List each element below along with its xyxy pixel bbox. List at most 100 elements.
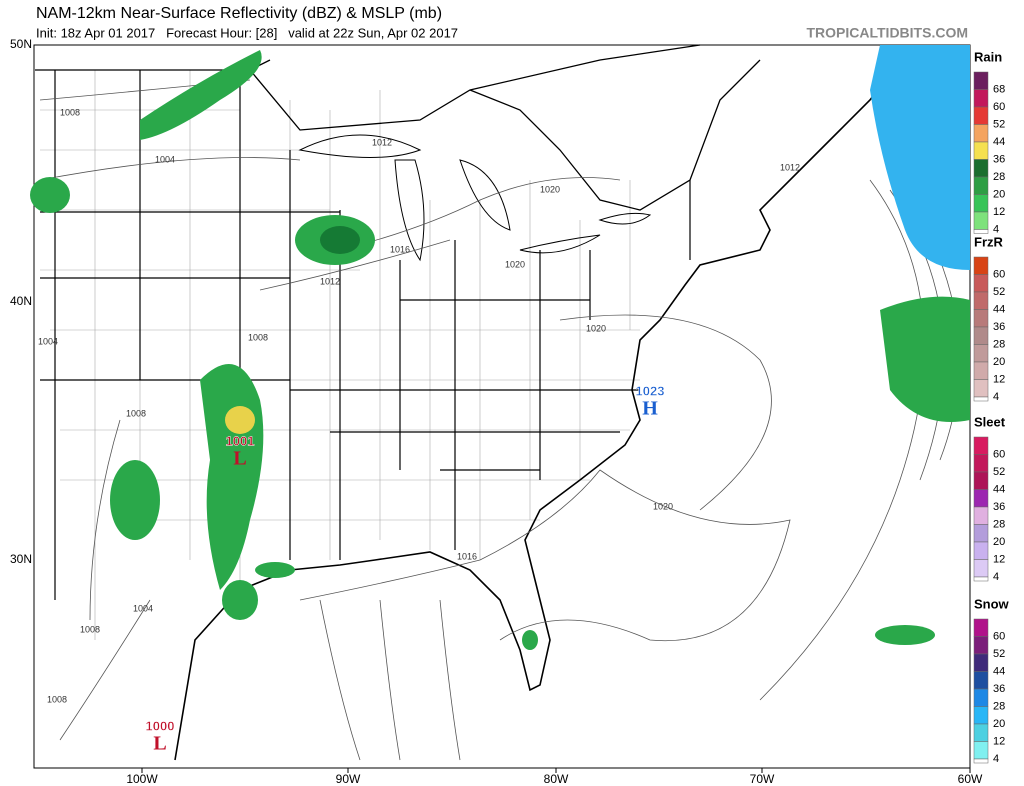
legend-level: 36: [993, 153, 1005, 165]
legend-swatch: [973, 671, 989, 690]
legend-title: Snow: [974, 596, 1010, 611]
isobar-label: 1012: [372, 137, 392, 147]
legend-level: 20: [993, 536, 1005, 548]
lat-label: 30N: [10, 552, 32, 566]
legend-title: Sleet: [974, 414, 1006, 429]
legend-swatch: [973, 559, 989, 578]
legend-swatch: [973, 379, 989, 398]
legend-level: 12: [993, 735, 1005, 747]
subtitle: Init: 18z Apr 01 2017 Forecast Hour: [28…: [36, 25, 458, 40]
pressure-value: 1023: [636, 383, 665, 398]
legend-swatch: [973, 71, 989, 90]
legend-swatch: [973, 141, 989, 160]
legend-swatch: [973, 89, 989, 108]
legend-swatch: [973, 194, 989, 213]
legend-level: 36: [993, 501, 1005, 513]
legend-level: 44: [993, 136, 1005, 148]
legend-level: 60: [993, 101, 1005, 113]
precipitation: [30, 45, 970, 650]
pressure-letter: H: [642, 398, 658, 420]
legend-level: 52: [993, 648, 1005, 660]
isobar-label: 1012: [320, 276, 340, 286]
legend-title: Rain: [974, 49, 1002, 64]
legend-level: 4: [993, 571, 999, 583]
legend-level: 12: [993, 206, 1005, 218]
legend-level: 28: [993, 518, 1005, 530]
lon-label: 80W: [544, 772, 569, 786]
isobar-label: 1008: [126, 408, 146, 418]
legend-level: 60: [993, 268, 1005, 280]
isobar-label: 1016: [457, 551, 477, 561]
isobar-label: 1008: [47, 694, 67, 704]
isobar-label: 1004: [38, 336, 58, 346]
lon-label: 60W: [958, 772, 983, 786]
legend-swatch: [973, 723, 989, 742]
isobar-label: 1008: [80, 624, 100, 634]
title: NAM-12km Near-Surface Reflectivity (dBZ)…: [36, 5, 442, 22]
legend-swatch: [973, 291, 989, 310]
legend-swatch-base: [973, 229, 989, 234]
legend-swatch: [973, 211, 989, 230]
legend-level: 44: [993, 303, 1005, 315]
isobar-label: 1012: [780, 162, 800, 172]
watermark: TROPICALTIDBITS.COM: [806, 25, 968, 41]
legend-level: 4: [993, 223, 999, 235]
lon-label: 90W: [336, 772, 361, 786]
legend-swatch: [973, 256, 989, 275]
legend-swatch: [973, 326, 989, 345]
legend-level: 12: [993, 373, 1005, 385]
legend-swatch: [973, 524, 989, 543]
legend-level: 28: [993, 700, 1005, 712]
legend-swatch: [973, 688, 989, 707]
isobar-label: 1020: [653, 501, 673, 511]
lon-label: 70W: [750, 772, 775, 786]
legend-swatch: [973, 741, 989, 760]
pressure-value: 1000: [146, 718, 175, 733]
legend-level: 36: [993, 683, 1005, 695]
lat-label: 40N: [10, 294, 32, 308]
latitude-labels: 50N 40N 30N: [10, 37, 32, 566]
legend-swatch: [973, 618, 989, 637]
legend-swatch: [973, 159, 989, 178]
legend-level: 44: [993, 665, 1005, 677]
legend: Rain68605244362820124FrzR605244362820124…: [973, 49, 1010, 765]
legend-swatch: [973, 436, 989, 455]
legend-swatch: [973, 361, 989, 380]
legend-swatch: [973, 274, 989, 293]
legend-level: 4: [993, 391, 999, 403]
legend-level: 20: [993, 188, 1005, 200]
isobar-label: 1008: [248, 332, 268, 342]
state-borders: [40, 70, 691, 600]
legend-level: 4: [993, 753, 999, 765]
legend-swatch-base: [973, 396, 989, 402]
legend-level: 28: [993, 171, 1005, 183]
legend-swatch: [973, 309, 989, 328]
pressure-letter: L: [233, 448, 246, 470]
legend-level: 68: [993, 83, 1005, 95]
legend-swatch: [973, 454, 989, 473]
lon-label: 100W: [126, 772, 158, 786]
legend-swatch: [973, 541, 989, 560]
legend-level: 12: [993, 553, 1005, 565]
lakes: [298, 134, 652, 262]
legend-title: FrzR: [974, 234, 1004, 249]
legend-swatch: [973, 176, 989, 195]
legend-level: 20: [993, 718, 1005, 730]
isobar-labels: 1008 1004 1012 1016 1020 1012 1020 1012 1004 1008…: [38, 107, 800, 704]
lat-label: 50N: [10, 37, 32, 51]
pressure-letter: L: [153, 733, 166, 755]
legend-level: 60: [993, 630, 1005, 642]
pressure-value: 1001: [226, 433, 255, 448]
legend-level: 20: [993, 356, 1005, 368]
legend-level: 60: [993, 448, 1005, 460]
isobar-label: 1020: [586, 323, 606, 333]
legend-swatch: [973, 706, 989, 725]
legend-swatch: [973, 106, 989, 125]
legend-swatch: [973, 506, 989, 525]
isobar-label: 1004: [155, 154, 175, 164]
isobar-label: 1020: [540, 184, 560, 194]
legend-swatch-base: [973, 576, 989, 582]
